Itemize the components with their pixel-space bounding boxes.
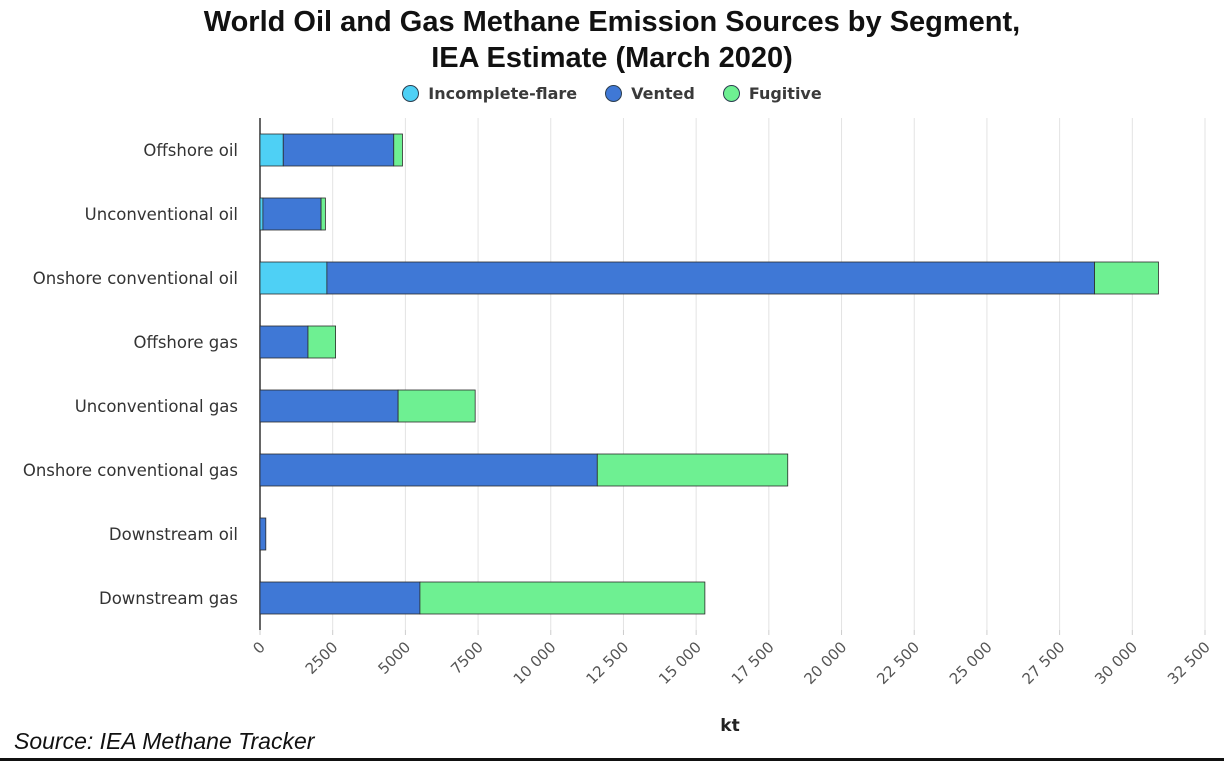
- bar-downstream-oil-vented: [259, 517, 267, 551]
- bottom-divider: [0, 758, 1224, 761]
- chart-title-line-2: IEA Estimate (March 2020): [431, 42, 793, 74]
- x-axis-label: kt: [720, 716, 740, 736]
- legend-swatch-incomplete-flare: [402, 85, 420, 102]
- chart-title: World Oil and Gas Methane Emission Sourc…: [0, 4, 1224, 76]
- bar-unconventional-oil-vented: [262, 197, 322, 231]
- x-tick-label: 25 000: [946, 638, 996, 688]
- legend-label-vented: Vented: [631, 84, 695, 103]
- x-tick-label: 10 000: [510, 638, 560, 688]
- x-tick-label: 12 500: [582, 638, 632, 688]
- legend-swatch-vented: [605, 85, 623, 102]
- x-tick-label: 7500: [447, 638, 487, 678]
- chart-title-line-1: World Oil and Gas Methane Emission Sourc…: [203, 6, 1021, 38]
- bar-onshore-conventional-gas-fugitive: [596, 453, 789, 487]
- bar-offshore-oil-fugitive: [393, 133, 403, 167]
- x-tick-label: 2500: [302, 638, 342, 678]
- legend-item-incomplete-flare[interactable]: Incomplete-flare: [402, 84, 577, 103]
- y-category-label-onshore-conventional-gas: Onshore conventional gas: [23, 461, 238, 480]
- legend-item-fugitive[interactable]: Fugitive: [722, 84, 822, 103]
- bar-onshore-conventional-oil-incomplete-flare: [259, 261, 328, 295]
- x-tick-label: 30 000: [1091, 638, 1141, 688]
- x-tick-label: 27 500: [1019, 638, 1069, 688]
- bar-onshore-conventional-oil-vented: [326, 261, 1095, 295]
- legend-label-fugitive: Fugitive: [748, 84, 822, 103]
- y-category-label-downstream-oil: Downstream oil: [109, 525, 238, 544]
- legend-swatch-fugitive: [722, 85, 740, 102]
- y-category-label-unconventional-gas: Unconventional gas: [75, 397, 238, 416]
- x-tick-label: 32 500: [1164, 638, 1214, 688]
- y-category-label-offshore-oil: Offshore oil: [143, 141, 238, 160]
- bar-unconventional-gas-vented: [259, 389, 399, 423]
- x-tick-label: 22 500: [873, 638, 923, 688]
- bar-offshore-oil-incomplete-flare: [259, 133, 284, 167]
- bar-offshore-gas-fugitive: [307, 325, 337, 359]
- bar-unconventional-gas-fugitive: [397, 389, 476, 423]
- bar-offshore-gas-vented: [259, 325, 309, 359]
- chart-legend: Incomplete-flare Vented Fugitive: [0, 84, 1224, 103]
- x-tick-label: 5000: [374, 638, 414, 678]
- bar-unconventional-oil-fugitive: [320, 197, 326, 231]
- bar-offshore-oil-vented: [282, 133, 395, 167]
- bar-onshore-conventional-oil-fugitive: [1094, 261, 1159, 295]
- bar-onshore-conventional-gas-vented: [259, 453, 598, 487]
- bar-unconventional-oil-incomplete-flare: [259, 197, 264, 231]
- x-tick-label: 17 500: [728, 638, 778, 688]
- y-category-label-onshore-conventional-oil: Onshore conventional oil: [33, 269, 238, 288]
- legend-label-incomplete-flare: Incomplete-flare: [428, 84, 578, 103]
- x-tick-label: 20 000: [801, 638, 851, 688]
- y-category-label-offshore-gas: Offshore gas: [133, 333, 238, 352]
- x-tick-label: 15 000: [655, 638, 705, 688]
- y-category-label-downstream-gas: Downstream gas: [99, 589, 238, 608]
- y-category-label-unconventional-oil: Unconventional oil: [85, 205, 238, 224]
- legend-item-vented[interactable]: Vented: [605, 84, 695, 103]
- bar-downstream-gas-fugitive: [419, 581, 706, 615]
- source-note: Source: IEA Methane Tracker: [14, 728, 315, 754]
- x-tick-label: 0: [249, 638, 268, 657]
- bar-downstream-gas-vented: [259, 581, 421, 615]
